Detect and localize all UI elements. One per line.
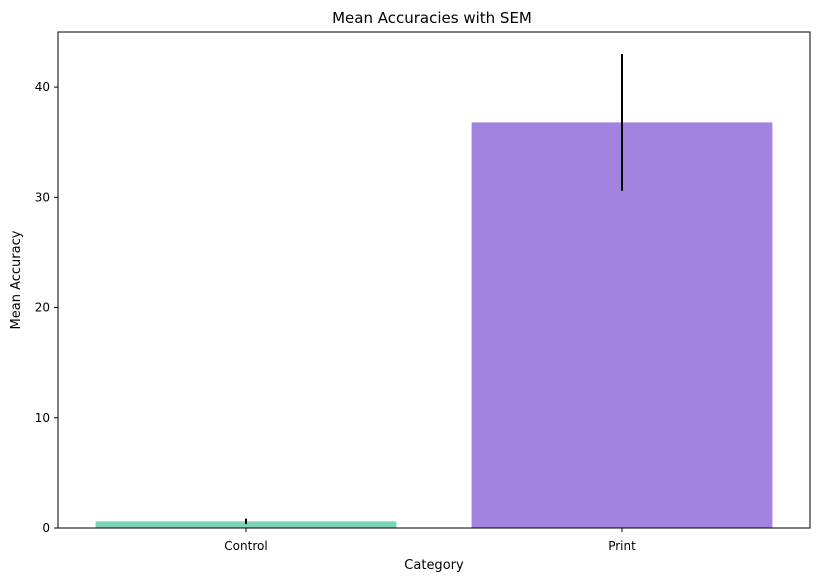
x-tick-label-print: Print (608, 539, 636, 553)
bar-control (95, 521, 397, 528)
x-axis-ticks: Control Print (224, 528, 636, 553)
chart-title: Mean Accuracies with SEM (332, 9, 532, 27)
y-axis-label: Mean Accuracy (9, 230, 24, 329)
x-tick-label-control: Control (224, 539, 267, 553)
x-axis-label: Category (404, 558, 464, 573)
y-tick-label-30: 30 (35, 190, 50, 204)
y-axis-ticks: 0 10 20 30 40 (35, 80, 58, 535)
bars-layer (95, 122, 773, 528)
y-tick-label-20: 20 (35, 301, 50, 315)
error-bars-layer (245, 54, 623, 525)
y-tick-label-10: 10 (35, 411, 50, 425)
y-tick-label-0: 0 (42, 521, 50, 535)
plot-frame (57, 31, 811, 529)
y-tick-label-40: 40 (35, 80, 50, 94)
